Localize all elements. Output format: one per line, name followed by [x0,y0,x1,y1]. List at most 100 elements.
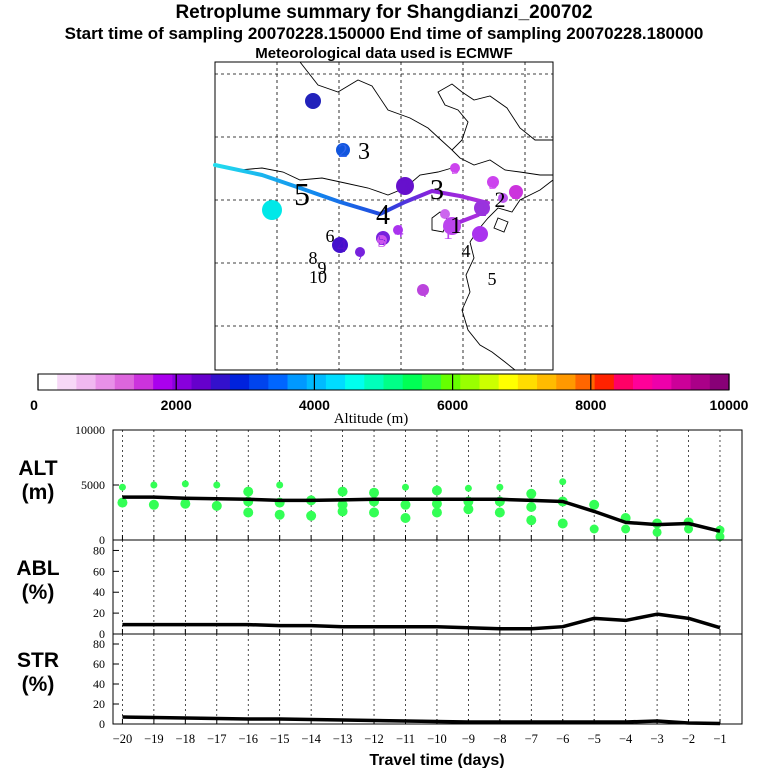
sampling-times: Start time of sampling 20070228.150000 E… [64,24,704,43]
colorbar-swatch [133,374,154,390]
y-tick-label: 0 [99,717,105,731]
altitude-cluster-point [557,518,568,529]
x-axis-label: Travel time (days) [369,752,504,768]
panel-ylabel: (%) [22,673,55,696]
x-tick-label: −11 [396,732,415,746]
altitude-cluster-point [211,500,222,511]
colorbar-swatch [421,374,442,390]
altitude-cluster-point [526,515,537,526]
panel-ylabel: ABL [16,557,59,580]
colorbar-swatch [76,374,97,390]
plume-centroid-dot [472,226,488,242]
plume-centroid-dot [396,177,414,195]
series-line [122,715,721,726]
series-line [122,495,721,533]
colorbar-swatch [287,374,308,390]
colorbar-swatch [114,374,135,390]
colorbar-swatch [613,374,634,390]
map-day-label: 4 [462,241,471,261]
met-data-line: Meteorological data used is ECMWF [255,45,513,62]
colorbar-swatch [191,374,212,390]
y-tick-label: 20 [93,606,105,620]
map-day-label: 2 [512,183,521,203]
altitude-cluster-point [559,478,567,486]
altitude-cluster-point [431,498,442,509]
x-tick-label: −6 [556,732,569,746]
colorbar-swatch [364,374,385,390]
colorbar-swatch [479,374,500,390]
map-day-label: 3 [358,139,370,165]
panel-ylabel: ALT [18,457,57,480]
altitude-cluster-point [181,480,189,488]
colorbar-swatch [460,374,481,390]
colorbar-swatch [498,374,519,390]
map-day-label: 4 [337,235,347,257]
altitude-cluster-point [526,488,537,499]
map-day-label: 6 [476,225,485,245]
colorbar-swatch [690,374,711,390]
colorbar-tick-label: 2000 [161,397,192,413]
colorbar-label: Altitude (m) [334,411,409,427]
panel-alt: 0 5000 10000 ALT(m) [18,423,743,547]
altitude-cluster-point [526,502,537,512]
altitude-cluster-point [431,507,442,518]
x-tick-label: −7 [525,732,538,746]
colorbar-swatch [325,374,346,390]
colorbar-swatch [652,374,673,390]
plume-centroid-dot [305,93,321,109]
plume-centroid-dot [450,163,460,173]
plume-centroid-dot [487,176,499,188]
colorbar-tick-label: 0 [30,397,38,413]
x-tick-label: −17 [207,732,227,746]
map-day-label: 5 [378,232,386,249]
colorbar-swatch [671,374,692,390]
map-day-label: 2 [477,199,487,221]
plume-centroid-dot [262,200,282,220]
colorbar-swatch [172,374,193,390]
colorbar-swatch [249,374,269,390]
panel-abl: 0 20 40 60 80 ABL(%) [16,539,743,641]
x-tick-label: −5 [588,732,601,746]
plume-centroid-dot [443,217,461,235]
colorbar-swatch [402,374,423,390]
colorbar-swatch [575,374,596,390]
x-tick-label: −18 [176,732,196,746]
colorbar-swatch [38,374,58,390]
colorbar-swatch [709,374,730,390]
colorbar-swatch [517,374,538,390]
altitude-cluster-point [589,499,600,510]
x-tick-label: −10 [427,732,447,746]
plume-centroid-dot [332,237,348,253]
altitude-cluster-point [118,483,126,491]
colorbar-tick-label: 8000 [575,397,606,413]
map-day-label: 4 [376,200,390,231]
map-day-label: 3 [400,176,410,198]
y-tick-label: 0 [99,533,105,547]
map-day-label: 7 [357,247,365,264]
plume-centroid-dot [509,185,523,199]
y-tick-label: 80 [93,543,105,557]
colorbar-tick-label: 10000 [710,397,749,413]
x-tick-label: −16 [238,732,258,746]
colorbar-swatch [57,374,77,390]
plume-centroids [262,93,523,296]
map-day-label: 4 [395,221,404,241]
x-tick-label: −4 [619,732,633,746]
y-tick-label: 60 [93,657,105,671]
series-line [122,612,721,631]
map-day-label: 4 [419,281,428,301]
colorbar-swatch [153,374,173,390]
altitude-cluster-point [369,507,380,518]
y-tick-label: 5000 [81,478,105,492]
x-tick-label: −14 [301,732,321,746]
plume-centroid-dot [440,209,450,219]
altitude-cluster-point [463,504,474,515]
x-tick-label: −8 [493,732,506,746]
altitude-cluster-point [464,484,472,492]
y-tick-label: 40 [93,677,105,691]
altitude-cluster-point [213,481,221,489]
colorbar-swatch [345,374,365,390]
